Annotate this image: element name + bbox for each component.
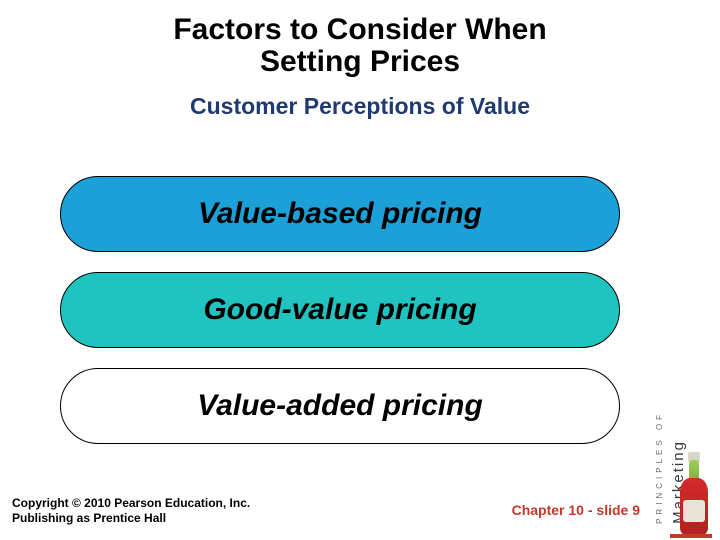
pill-text: Value-based pricing [198,197,482,231]
slide: Factors to Consider When Setting Prices … [0,0,720,540]
copyright: Copyright © 2010 Pearson Education, Inc.… [12,496,250,526]
bottle-icon [680,446,708,536]
pill-text: Value-added pricing [197,389,483,423]
chapter-indicator: Chapter 10 - slide 9 [512,502,640,518]
slide-title: Factors to Consider When Setting Prices [0,0,720,77]
pill-good-value: Good-value pricing [60,272,620,348]
pill-value-added: Value-added pricing [60,368,620,444]
pill-text: Good-value pricing [203,293,476,327]
pill-value-based: Value-based pricing [60,176,620,252]
brand-small: PRINCIPLES OF [655,411,664,524]
slide-subtitle: Customer Perceptions of Value [0,93,720,120]
pill-list: Value-based pricing Good-value pricing V… [60,176,620,464]
title-line-1: Factors to Consider When [0,14,720,46]
copyright-line-1: Copyright © 2010 Pearson Education, Inc. [12,496,250,511]
copyright-line-2: Publishing as Prentice Hall [12,511,250,526]
title-line-2: Setting Prices [0,46,720,78]
brand-underline [670,534,712,538]
